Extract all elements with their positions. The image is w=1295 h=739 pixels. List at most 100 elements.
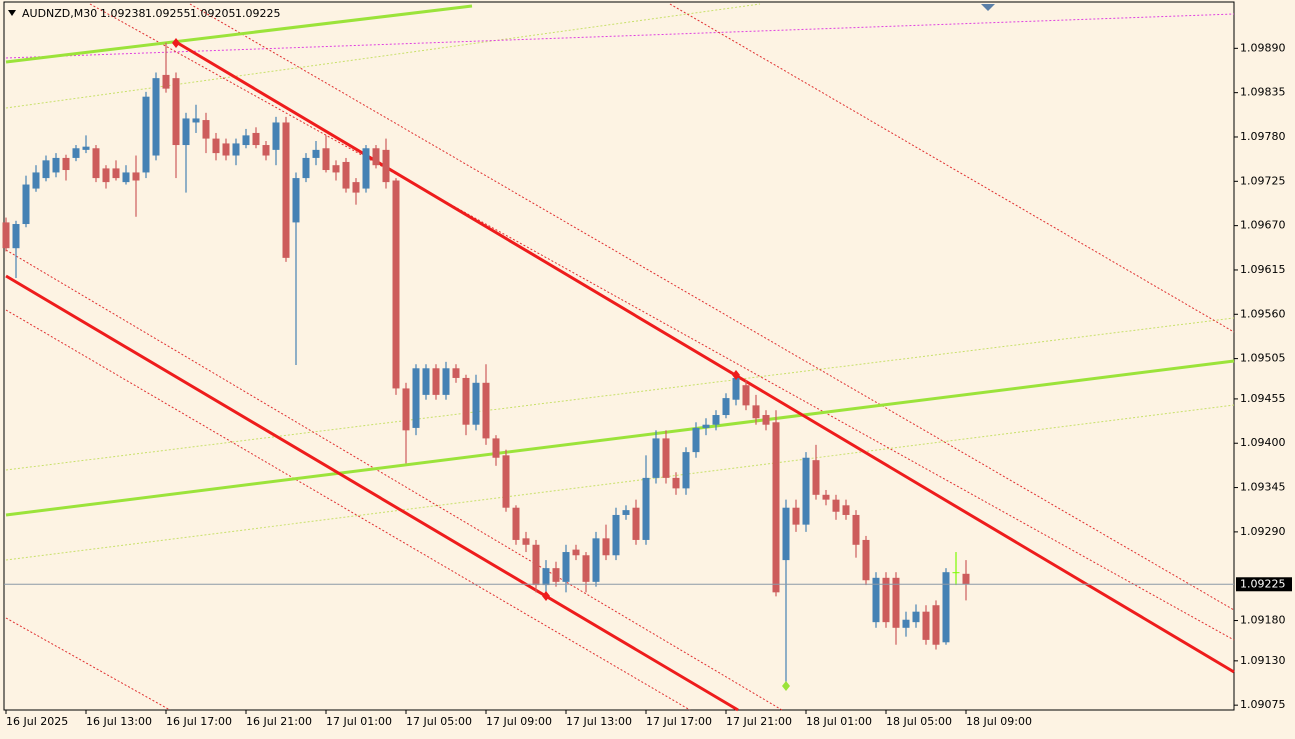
candle-body [92, 148, 100, 179]
candle-body [762, 415, 770, 425]
candle-body [442, 368, 450, 395]
price-label: 1.09225 [1240, 577, 1286, 590]
candle-body [302, 157, 310, 179]
x-tick-label: 17 Jul 13:00 [566, 715, 632, 728]
trend-dotted [5, 13, 1235, 59]
x-tick-label: 17 Jul 21:00 [726, 715, 792, 728]
candle-body [562, 552, 570, 582]
y-tick-label: 1.09615 [1240, 263, 1286, 276]
candle-body [932, 605, 940, 645]
candle-body [52, 157, 60, 173]
candle-body [652, 438, 660, 478]
candle-body [462, 377, 470, 425]
candle-body [842, 505, 850, 515]
candle-body [662, 438, 670, 478]
price-box [1236, 577, 1292, 592]
y-tick-label: 1.09180 [1240, 614, 1286, 627]
candle-body [812, 460, 820, 495]
candle-body [212, 138, 220, 154]
header-high: 1.09255 [145, 7, 191, 20]
candle-body [262, 145, 270, 156]
candle-body [912, 611, 920, 623]
candle-body [22, 184, 30, 225]
y-tick-label: 1.09670 [1240, 219, 1286, 232]
trend-dotted [5, 3, 761, 109]
pivot-marker [782, 681, 790, 691]
candle-body [312, 149, 320, 158]
x-tick-label: 16 Jul 17:00 [166, 715, 232, 728]
candle-body [252, 132, 260, 146]
candle-body [2, 222, 10, 249]
channel-dotted [669, 3, 1235, 333]
candle-body [62, 157, 70, 171]
candle-body [272, 122, 280, 150]
drawings [5, 3, 1235, 712]
shift-marker [981, 4, 995, 11]
candle-body [802, 457, 810, 525]
candle-body [702, 424, 710, 428]
candle-body [372, 148, 380, 166]
y-tick-label: 1.09725 [1240, 174, 1286, 187]
y-tick-label: 1.09290 [1240, 525, 1286, 538]
header-close: 1.09225 [235, 7, 281, 20]
candle-body [952, 572, 960, 574]
candle-body [382, 149, 390, 183]
candle-body [282, 122, 290, 258]
candle-body [892, 577, 900, 628]
candle-body [82, 146, 90, 150]
candle-body [642, 477, 650, 540]
trend-line [5, 359, 1235, 517]
candle-body [422, 368, 430, 395]
candle-body [612, 514, 620, 556]
channel-line [5, 274, 739, 712]
candle-body [142, 96, 150, 173]
candle-body [152, 78, 160, 156]
candle-body [962, 573, 970, 585]
x-tick-label: 17 Jul 05:00 [406, 715, 472, 728]
candle-body [352, 182, 360, 193]
header-low: 1.09205 [190, 7, 236, 20]
candle-body [872, 577, 880, 623]
candle-body [132, 172, 140, 181]
candle-body [202, 120, 210, 139]
candle-body [112, 168, 120, 179]
x-tick-label: 18 Jul 01:00 [806, 715, 872, 728]
channel-dotted [5, 617, 171, 711]
candle-body [342, 161, 350, 189]
header-arrow [8, 10, 16, 16]
pivot-marker [732, 370, 740, 380]
candle-body [102, 168, 110, 183]
pivot-marker [542, 591, 550, 601]
candle-body [502, 455, 510, 508]
candle-body [792, 507, 800, 525]
candle-body [192, 118, 200, 123]
candle-body [572, 549, 580, 556]
candle-body [512, 507, 520, 540]
candle-body [552, 568, 560, 582]
candle-body [42, 160, 50, 179]
candle-body [182, 118, 190, 146]
x-tick-label: 18 Jul 09:00 [966, 715, 1032, 728]
channel-dotted [189, 3, 1235, 611]
candle-body [472, 382, 480, 425]
candle-body [322, 148, 330, 171]
candle-body [742, 385, 750, 406]
candle-body [582, 555, 590, 582]
x-tick-label: 16 Jul 13:00 [86, 715, 152, 728]
markers [172, 4, 995, 691]
candle-body [452, 368, 460, 378]
candle-body [172, 78, 180, 146]
candle-body [942, 572, 950, 643]
candle-body [592, 538, 600, 582]
candle-body [12, 224, 20, 249]
pivot-marker [172, 38, 180, 48]
y-tick-label: 1.09075 [1240, 698, 1286, 711]
candle-body [412, 368, 420, 428]
candle-body [232, 143, 240, 156]
candle-body [602, 538, 610, 556]
y-tick-label: 1.09130 [1240, 654, 1286, 667]
candle-body [492, 438, 500, 458]
plot-area [3, 1, 1235, 711]
y-tick-label: 1.09400 [1240, 436, 1286, 449]
